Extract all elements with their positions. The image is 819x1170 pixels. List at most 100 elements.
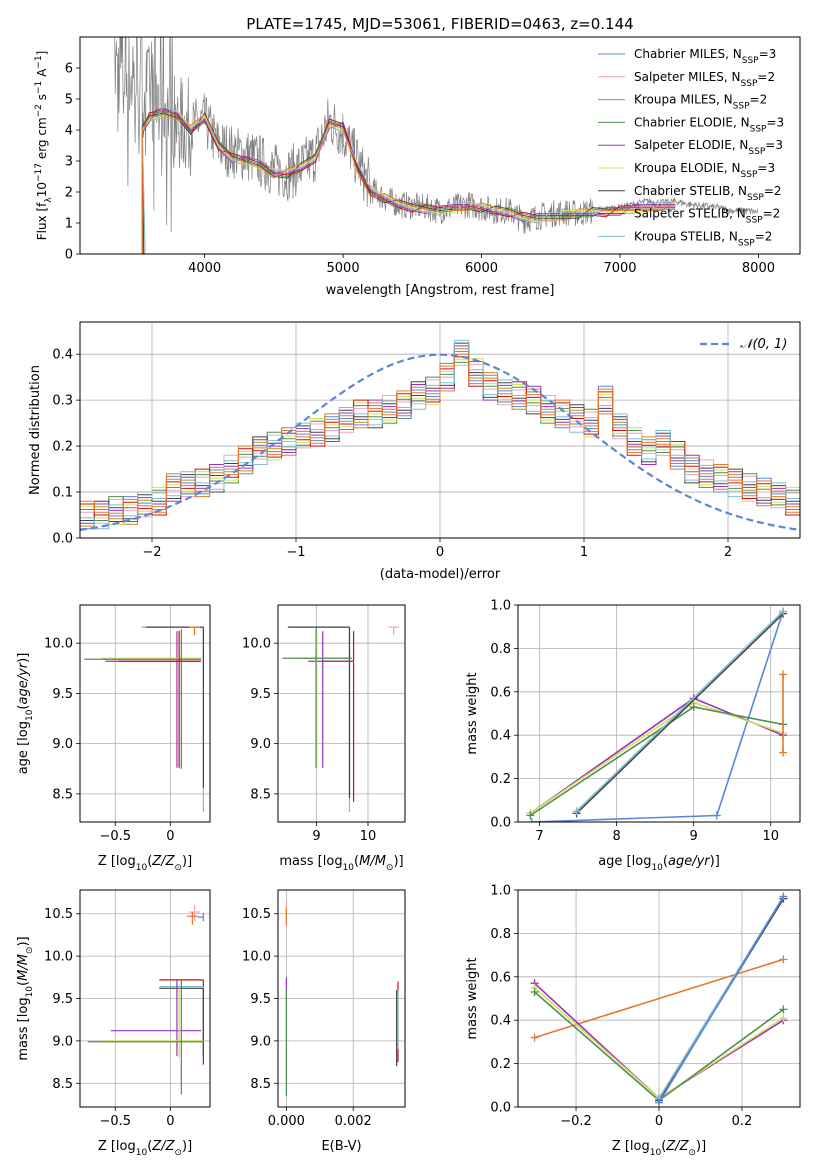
x-axis-label: Z [log10(Z/Z⊙)] — [612, 1139, 706, 1158]
legend-entry: Salpeter MILES, NSSP=2 — [634, 70, 775, 89]
y-tick-label: 9.0 — [250, 1034, 271, 1049]
errorbar-kroupa_elodie — [102, 988, 204, 1058]
axes-frame — [277, 604, 406, 823]
y-tick-label: 3 — [65, 155, 73, 170]
label-part: SSP — [750, 124, 767, 134]
label-part: )] — [16, 936, 31, 946]
label-part: ( — [147, 854, 152, 869]
plot-area — [285, 901, 399, 1096]
y-tick-label: 10.0 — [44, 950, 73, 965]
y-tick-label: 0.0 — [490, 816, 511, 831]
series-line — [529, 697, 784, 814]
x-axis-label: Z [log10(Z/Z⊙)] — [98, 1139, 192, 1158]
plot-area — [530, 892, 788, 1107]
label-part: )] — [16, 653, 31, 663]
series-line — [576, 613, 784, 814]
errorbar-salpeter_elodie — [105, 631, 199, 768]
label-part: )] — [182, 1139, 192, 1154]
label-part: mass [log — [16, 997, 31, 1060]
y-tick-label: 10.0 — [44, 637, 73, 652]
label-part: Z/Z — [665, 1139, 689, 1154]
label-part: ( — [661, 1139, 666, 1154]
x-tick-label: 0.000 — [268, 1114, 305, 1129]
label-part: 10 — [343, 863, 355, 873]
x-tick-label: 0 — [655, 1114, 663, 1129]
x-tick-label: 8 — [612, 829, 620, 844]
plot-area — [84, 626, 204, 812]
series-salpeter_elodie — [526, 694, 788, 818]
label-part: ⊙ — [386, 863, 394, 873]
y-tick-label: 0.2 — [490, 1057, 511, 1072]
label-part: age [log — [16, 721, 31, 774]
errorbar-chabrier_elodie — [87, 980, 204, 1095]
y-tick-label: 0.4 — [52, 348, 73, 363]
label-part: erg cm — [35, 117, 49, 163]
model-line-kroupa_stelib — [141, 106, 676, 254]
legend-entry: Chabrier STELIB, NSSP=2 — [634, 184, 782, 203]
label-part: )] — [710, 854, 720, 869]
x-axis-label: mass [log10(M/M⊙)] — [279, 854, 403, 873]
errorbar-salpeter_elodie — [110, 979, 202, 1057]
plot-area — [526, 607, 788, 822]
label-part: Chabrier STELIB, N — [634, 184, 747, 198]
label-part: Kroupa MILES, N — [634, 93, 733, 107]
x-axis-label: (data-model)/error — [380, 567, 501, 582]
series-kroupa_elodie — [526, 698, 788, 818]
errorbar-kroupa_elodie — [102, 630, 202, 769]
x-tick-label: 10 — [762, 829, 779, 844]
x-tick-label: −0.5 — [99, 1114, 131, 1129]
x-tick-label: 10 — [360, 829, 377, 844]
x-tick-label: −2 — [142, 545, 161, 560]
label-part: ( — [354, 854, 359, 869]
x-tick-label: 6000 — [465, 261, 498, 276]
y-tick-label: 9.5 — [250, 992, 271, 1007]
x-tick-label: 8000 — [742, 261, 775, 276]
y-tick-label: 9.0 — [52, 737, 73, 752]
label-part: 10 — [136, 863, 148, 873]
panel-spectrum: 4000 5000 6000 7000 8000 0 1 2 3 4 5 6 wavelength [A… — [34, 36, 801, 298]
y-axis-label: mass weight — [465, 672, 480, 754]
histogram-orange_model — [80, 353, 800, 520]
label-part: ⊙ — [25, 947, 35, 955]
y-tick-label: 8.5 — [52, 1077, 73, 1092]
label-part: ] — [35, 51, 49, 56]
plot-area — [282, 626, 399, 812]
y-tick-label: 2 — [65, 186, 73, 201]
model-line-salpeter_elodie — [141, 107, 676, 254]
label-part: age/yr — [668, 854, 711, 869]
series-line — [658, 896, 785, 1104]
y-tick-label: 4 — [65, 124, 73, 139]
label-part: SSP — [738, 238, 755, 248]
label-part: )] — [696, 1139, 706, 1154]
x-tick-label: −0.5 — [99, 829, 131, 844]
label-part: SSP — [747, 193, 764, 203]
axes-frame — [79, 36, 801, 255]
label-part: Salpeter MILES, N — [634, 70, 741, 84]
y-tick-label: 0.8 — [490, 927, 511, 942]
label-part: M/M — [359, 854, 386, 869]
label-part: Kroupa STELIB, N — [634, 229, 738, 243]
errorbar-chabrier_elodie — [84, 629, 202, 769]
x-tick-label: 0 — [166, 1114, 174, 1129]
y-tick-label: 9.0 — [52, 1034, 73, 1049]
label-part: )] — [182, 854, 192, 869]
x-axis-label: age [log10(age/yr)] — [598, 854, 720, 873]
label-part: 10 — [651, 863, 663, 873]
label-part: s — [35, 94, 49, 104]
legend-entry: Kroupa STELIB, NSSP=2 — [634, 229, 772, 248]
y-tick-label: 0.1 — [52, 486, 73, 501]
legend: 𝒩(0, 1) — [700, 337, 787, 352]
label-part: SSP — [741, 170, 758, 180]
label-part: =3 — [765, 138, 783, 152]
errorbar-orange_model — [189, 626, 201, 636]
panel-age_vs_Z: −0.5 08.59.09.510.0Z [log10(Z/Z⊙)]age [lo… — [16, 604, 211, 873]
normal-curve — [80, 353, 800, 531]
y-tick-label: 10.5 — [242, 907, 271, 922]
label-part: E(B-V) — [321, 1139, 361, 1154]
plot-area — [87, 905, 204, 1095]
label-part: Z/Z — [151, 854, 175, 869]
errorbar-kroupa_elodie — [301, 630, 348, 769]
